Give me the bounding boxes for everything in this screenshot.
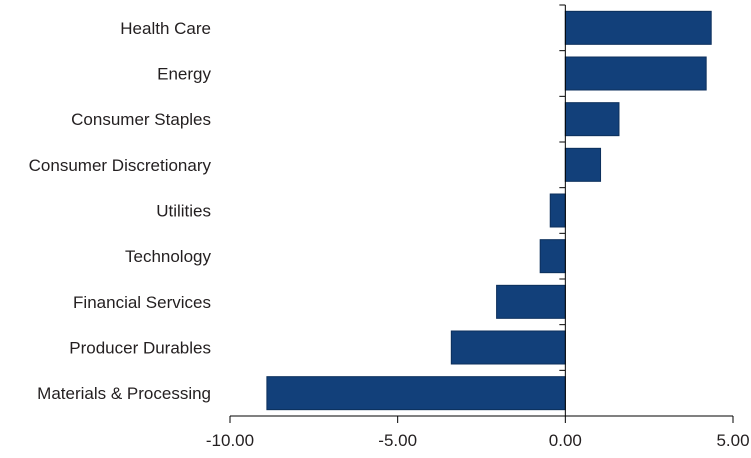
- category-label: Consumer Discretionary: [29, 156, 212, 175]
- x-tick-label: 5.00: [716, 431, 749, 450]
- bar-6: [496, 284, 566, 319]
- x-tick-label: -5.00: [378, 431, 417, 450]
- category-label: Consumer Staples: [71, 110, 211, 129]
- labels-layer: Health Care Energy Consumer Staples Consume…: [29, 19, 750, 450]
- category-label: Materials & Processing: [37, 384, 211, 403]
- category-label: Producer Durables: [69, 339, 211, 358]
- axes-layer: [229, 4, 734, 423]
- category-label: Health Care: [120, 19, 211, 38]
- category-label: Financial Services: [73, 293, 211, 312]
- bar-7: [450, 330, 566, 365]
- bar-5: [539, 239, 566, 274]
- bar-2: [564, 102, 620, 137]
- category-label: Energy: [157, 65, 211, 84]
- bar-8: [266, 376, 566, 411]
- bar-4: [549, 193, 566, 228]
- bar-0: [564, 10, 712, 45]
- x-tick-label: 0.00: [549, 431, 582, 450]
- bar-3: [564, 147, 602, 182]
- bars-layer: [266, 10, 712, 411]
- category-label: Utilities: [156, 202, 211, 221]
- category-label: Technology: [125, 247, 212, 266]
- x-tick-label: -10.00: [206, 431, 254, 450]
- bar-1: [564, 56, 707, 91]
